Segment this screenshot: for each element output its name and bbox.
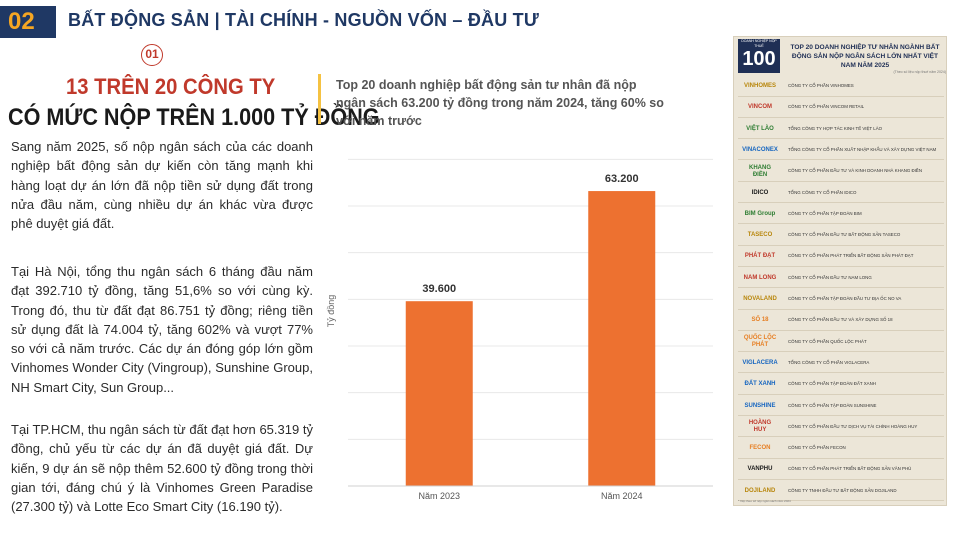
ranking-row: SỐ 18 CÔNG TY CỔ PHẦN ĐẦU TƯ VÀ XÂY DỰNG … [738,311,944,331]
ranking-row: QUỐC LỘC PHÁT CÔNG TY CỔ PHẦN QUỐC LỘC PH… [738,333,944,353]
ranking-row: HOÀNG HUY CÔNG TY CỔ PHẦN ĐẦU TƯ DỊCH VỤ … [738,418,944,438]
company-logo: VINACONEX [742,146,778,153]
page-header-title: BẤT ĐỘNG SẢN | TÀI CHÍNH - NGUỒN VỐN – Đ… [68,10,539,30]
company-name: CÔNG TY CỔ PHẦN TẬP ĐOÀN BIM [788,210,862,216]
data-label: 39.600 [422,283,456,295]
company-name: TỔNG CÔNG TY HỢP TÁC KINH TẾ VIỆT LÀO [788,125,883,131]
company-logo: FECON [749,445,771,452]
company-logo: VANPHU [747,466,773,473]
ranking-row: IDICO TỔNG CÔNG TY CỔ PHẦN IDICO [738,184,944,204]
company-name: CÔNG TY CỔ PHẦN ĐẦU TƯ DỊCH VỤ TÀI CHÍNH… [788,423,918,429]
company-name: CÔNG TY CỔ PHẦN PHÁT TRIỂN BẤT ĐỘNG SẢN … [788,466,912,472]
ranking-row: FECON CÔNG TY CỔ PHẦN FECON [738,439,944,459]
ranking-row: VIỆT LÀO TỔNG CÔNG TY HỢP TÁC KINH TẾ VIỆ… [738,120,944,140]
company-name: CÔNG TY CỔ PHẦN VINCOM RETAIL [788,104,865,110]
ranking-logo-caption: DOANH NGHIỆP NỘP THUẾ [741,39,777,48]
ranking-row: NOVALAND CÔNG TY CỔ PHẦN TẬP ĐOÀN ĐẦU TƯ … [738,290,944,310]
company-logo: VIỆT LÀO [746,125,774,132]
ranking-row: DOJILAND CÔNG TY TNHH ĐẦU TƯ BẤT ĐỘNG SẢN… [738,482,944,502]
headline-line-1: 13 TRÊN 20 CÔNG TY [66,74,276,99]
company-logo: IDICO [751,189,769,196]
company-logo: SỐ 18 [751,317,769,324]
company-logo: VINHOMES [743,83,776,89]
company-logo: HOÀNG HUY [748,420,772,434]
item-number-badge: 01 [141,44,163,66]
ranking-header: 100 DOANH NGHIỆP NỘP THUẾ TOP 20 DOANH N… [734,37,946,75]
company-logo: PHÁT ĐẠT [744,253,776,260]
company-logo: TASECO [747,232,773,239]
company-name: TỔNG CÔNG TY CỔ PHẦN XUẤT NHẬP KHẨU VÀ X… [788,146,937,152]
body-paragraph-3: Tại TP.HCM, thu ngân sách từ đất đạt hơn… [11,422,313,515]
ranking-row: VINACONEX TỔNG CÔNG TY CỔ PHẦN XUẤT NHẬP … [738,141,944,161]
chart-svg: Tỷ đồng 39.600 Năm 2023 63.200 Năm 2024 [326,158,713,501]
company-name: CÔNG TY CỔ PHẦN PHÁT TRIỂN BẤT ĐỘNG SẢN … [788,253,914,259]
chart-title: Top 20 doanh nghiệp bất động sản tư nhân… [336,78,664,128]
y-axis-label: Tỷ đồng [326,295,336,328]
company-name: CÔNG TY CỔ PHẦN TẬP ĐOÀN SUNSHINE [788,402,877,408]
ranking-title: TOP 20 DOANH NGHIỆP TƯ NHÂN NGÀNH BẤT ĐỘ… [790,44,940,69]
data-label: 63.200 [605,173,639,185]
company-name: TỔNG CÔNG TY CỔ PHẦN IDICO [788,189,857,195]
section-number-badge: 02 [0,6,56,38]
company-logo: QUỐC LỘC PHÁT [743,335,777,349]
x-tick-label: Năm 2023 [418,491,460,501]
ranking-row: SUNSHINE CÔNG TY CỔ PHẦN TẬP ĐOÀN SUNSHIN… [738,397,944,417]
company-name: CÔNG TY CỔ PHẦN VINHOMES [788,83,854,88]
ranking-row: VIGLACERA TỔNG CÔNG TY CỔ PHẦN VIGLACERA [738,354,944,374]
bar-chart: Top 20 doanh nghiệp bất động sản tư nhân… [318,66,723,516]
bar [588,191,656,487]
company-logo: BIM Group [744,210,776,217]
company-logo: ĐẤT XANH [744,381,776,388]
company-name: CÔNG TY CỔ PHẦN QUỐC LỘC PHÁT [788,338,867,344]
ranking-panel: 100 DOANH NGHIỆP NỘP THUẾ TOP 20 DOANH N… [733,36,947,506]
company-logo: VIGLACERA [742,359,778,366]
ranking-footnote: * Xếp theo số nộp ngân sách năm 2024 [738,499,791,503]
company-name: CÔNG TY CỔ PHẦN ĐẦU TƯ NAM LONG [788,274,872,280]
ranking-row: ĐẤT XANH CÔNG TY CỔ PHẦN TẬP ĐOÀN ĐẤT XAN… [738,375,944,395]
company-name: CÔNG TY CỔ PHẦN TẬP ĐOÀN ĐẤT XANH [788,381,876,387]
company-name: CÔNG TY CỔ PHẦN ĐẦU TƯ VÀ XÂY DỰNG SỐ 18 [788,317,893,323]
company-name: CÔNG TY CỔ PHẦN FECON [788,445,846,451]
chart-title-accent [318,74,321,124]
company-logo: DOJILAND [744,487,776,494]
x-tick-label: Năm 2024 [601,491,643,501]
company-logo: VINCOM [748,104,772,111]
body-paragraph-2: Tại Hà Nội, tổng thu ngân sách 6 tháng đ… [11,264,313,395]
company-name: TỔNG CÔNG TY CỔ PHẦN VIGLACERA [788,359,870,365]
ranking-row: NAM LONG CÔNG TY CỔ PHẦN ĐẦU TƯ NAM LONG [738,269,944,289]
company-logo: NAM LONG [743,274,777,281]
ranking-row: PHÁT ĐẠT CÔNG TY CỔ PHẦN PHÁT TRIỂN BẤT Đ… [738,247,944,267]
ranking-row: KHANG ĐIỀN CÔNG TY CỔ PHẦN ĐẦU TƯ VÀ KINH… [738,162,944,182]
ranking-row: VINCOM CÔNG TY CỔ PHẦN VINCOM RETAIL [738,98,944,118]
ranking-row: VANPHU CÔNG TY CỔ PHẦN PHÁT TRIỂN BẤT ĐỘN… [738,460,944,480]
ranking-row: TASECO CÔNG TY CỔ PHẦN ĐẦU TƯ BẤT ĐỘNG SẢ… [738,226,944,246]
company-name: CÔNG TY TNHH ĐẦU TƯ BẤT ĐỘNG SẢN DOJILAN… [788,487,897,493]
company-logo: NOVALAND [743,296,777,302]
ranking-row: VINHOMES CÔNG TY CỔ PHẦN VINHOMES [738,77,944,97]
company-logo: KHANG ĐIỀN [749,164,771,178]
company-logo: SUNSHINE [744,402,776,409]
ranking-row: BIM Group CÔNG TY CỔ PHẦN TẬP ĐOÀN BIM [738,205,944,225]
ranking-logo: 100 [738,39,780,73]
company-name: CÔNG TY CỔ PHẦN ĐẦU TƯ VÀ KINH DOANH NHÀ… [788,168,923,174]
company-name: CÔNG TY CỔ PHẦN ĐẦU TƯ BẤT ĐỘNG SẢN TASE… [788,232,901,238]
ranking-note: (Theo số liệu nộp thuế năm 2024) [893,70,946,74]
headline-line-2: CÓ MỨC NỘP TRÊN 1.000 TỶ ĐỒNG [8,104,380,131]
company-name: CÔNG TY CỔ PHẦN TẬP ĐOÀN ĐẦU TƯ ĐỊA ỐC N… [788,296,902,301]
ranking-logo-text: 100 [742,48,776,70]
body-paragraph-1: Sang năm 2025, số nộp ngân sách của các … [11,139,313,232]
bar [405,301,473,486]
